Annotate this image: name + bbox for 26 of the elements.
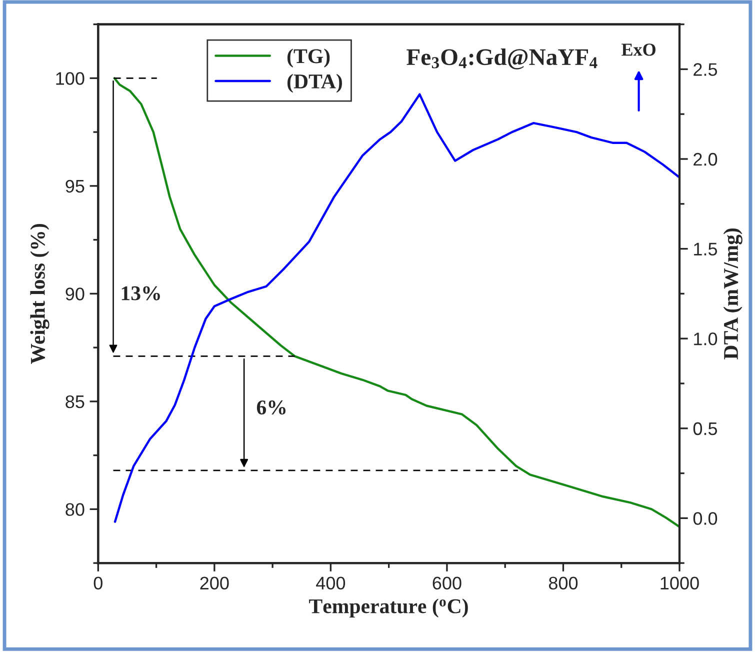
text: Fe$_{3}$O$_{4}$:Gd@NaYF$_{4}$ bbox=[406, 48, 598, 70]
x-tick-label: 800 bbox=[548, 576, 578, 590]
x-tick-label: 1000 bbox=[660, 576, 699, 590]
x-tick-label: 400 bbox=[316, 576, 346, 590]
annotation: 6% bbox=[256, 400, 286, 415]
y2-tick-label: 0.0 bbox=[693, 512, 718, 525]
legend-label: (DTA) bbox=[287, 74, 342, 93]
annotation: 13% bbox=[122, 286, 160, 300]
y2-tick-label: 0.5 bbox=[693, 422, 718, 436]
y2-axis-title: DTA (mW/mg) bbox=[723, 228, 742, 360]
x-tick-label: 0 bbox=[94, 576, 102, 590]
y-tick-label: 85 bbox=[66, 395, 84, 408]
x-axis-title: Temperature ($^{o}$C) bbox=[309, 598, 468, 618]
y-axis-title: Weight loss (%) bbox=[30, 224, 50, 364]
legend-label: (TG) bbox=[287, 48, 330, 68]
y-tick-label: 90 bbox=[66, 288, 84, 300]
y-tick-label: 80 bbox=[66, 503, 84, 516]
x-tick-label: 200 bbox=[200, 576, 229, 590]
y-tick-label: 95 bbox=[66, 180, 84, 193]
y2-tick-label: 1.0 bbox=[694, 332, 718, 346]
x-tick-label: 600 bbox=[432, 576, 462, 590]
y2-tick-label: 1.5 bbox=[694, 242, 718, 256]
annotation: ExO bbox=[622, 44, 656, 56]
y2-tick-label: 2.5 bbox=[694, 63, 718, 76]
y2-tick-label: 2.0 bbox=[694, 152, 718, 166]
y-tick-label: 100 bbox=[56, 72, 84, 85]
